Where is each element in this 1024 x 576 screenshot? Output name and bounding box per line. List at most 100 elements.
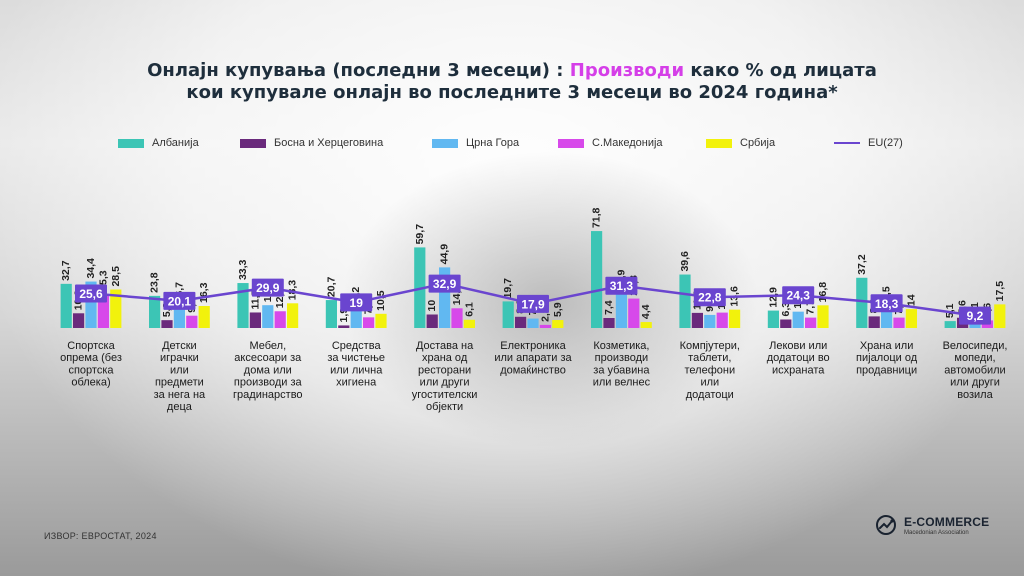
bar <box>615 293 627 328</box>
category-label: мопеди, <box>954 352 995 364</box>
category-label: или други <box>950 377 1000 389</box>
data-label: 71,8 <box>591 207 603 228</box>
bar <box>905 309 917 328</box>
legend-item-serbia: Србија <box>706 136 775 150</box>
bar <box>893 317 905 328</box>
category-label: производи <box>595 352 649 364</box>
category-label: производи за <box>234 377 303 389</box>
data-label: 14 <box>905 294 917 306</box>
bar <box>704 314 716 328</box>
source-note: ИЗВОР: ЕВРОСТАТ, 2024 <box>44 531 157 541</box>
category-label: Спортска <box>67 340 115 352</box>
category-label: аксесоари за <box>234 352 302 364</box>
category-label: домаќинство <box>500 364 566 376</box>
data-label: 28,5 <box>110 266 122 287</box>
category-label: пијалоци од <box>856 352 918 364</box>
legend-swatch <box>558 138 584 148</box>
title-line-2: кои купувале онлајн во последните 3 месе… <box>186 82 838 103</box>
bar <box>198 305 210 328</box>
data-label: 39,6 <box>679 251 691 272</box>
data-label: 6,3 <box>780 302 792 317</box>
eu-value-label: 24,3 <box>787 289 811 303</box>
bar <box>262 305 274 328</box>
logo-subtitle: Macedonian Association <box>904 529 969 536</box>
data-label: 59,7 <box>414 224 426 245</box>
bar <box>767 310 779 328</box>
data-label: 5,1 <box>944 303 956 318</box>
category-label: или велнес <box>593 377 651 389</box>
legend-item-bih: Босна и Херцеговина <box>240 136 383 150</box>
category-label: објекти <box>426 401 463 413</box>
bar <box>186 315 198 328</box>
bar <box>780 319 792 328</box>
title-part-1: Онлајн купувања (последни 3 месеци) : <box>147 60 570 81</box>
legend-swatch <box>706 138 732 148</box>
bar <box>375 313 387 328</box>
eu-value-box <box>517 294 549 313</box>
category-label: дома или <box>244 364 292 376</box>
category-label: исхраната <box>772 364 825 376</box>
bar <box>527 318 539 328</box>
bar <box>515 316 527 328</box>
bar <box>603 318 615 328</box>
bar <box>97 293 109 328</box>
data-label: 34,4 <box>85 258 97 279</box>
legend-line-swatch <box>834 142 860 144</box>
bar <box>856 277 868 328</box>
bar <box>237 283 249 328</box>
bar <box>363 317 375 328</box>
bar <box>691 312 703 328</box>
chart-title: Онлајн купувања (последни 3 месеци) : Пр… <box>0 60 1024 104</box>
bar <box>350 310 362 328</box>
category-label: спортска <box>68 364 114 376</box>
title-part-2: како % од лицата <box>684 60 877 81</box>
category-label: Компјутери, <box>680 340 740 352</box>
eu-value-label: 29,9 <box>256 281 280 295</box>
data-label: 33,3 <box>237 259 249 280</box>
category-label: автомобили <box>944 364 1005 376</box>
legend-label: Босна и Херцеговина <box>274 137 384 149</box>
bar <box>173 305 185 328</box>
data-label: 5,9 <box>552 302 564 317</box>
data-label: 6,1 <box>463 302 475 317</box>
bar <box>287 303 299 328</box>
category-label: Средства <box>332 340 382 352</box>
title-highlight: Производи <box>569 60 685 81</box>
data-label: 20,7 <box>325 276 337 297</box>
eu-value-label: 17,9 <box>521 297 545 311</box>
eu-value-label: 25,6 <box>79 287 103 301</box>
logo-name: E-COMMERCE <box>904 514 990 529</box>
eu-value-label: 20,1 <box>168 294 192 308</box>
legend-item-north-macedonia: С.Македонија <box>558 136 663 150</box>
bar <box>502 301 514 328</box>
data-label: 32,7 <box>60 260 72 281</box>
bar <box>73 313 85 328</box>
eu-value-label: 31,3 <box>610 279 634 293</box>
bar <box>640 322 652 328</box>
eu-value-box <box>75 284 107 303</box>
data-label: 12,9 <box>767 287 779 308</box>
category-label: храна од <box>422 352 468 364</box>
category-label: возила <box>957 389 993 401</box>
category-label: или апарати за <box>494 352 572 364</box>
eu-value-box <box>428 274 461 293</box>
bar <box>716 312 728 328</box>
data-label: 10,5 <box>375 290 387 311</box>
eu-value-label: 32,9 <box>433 277 457 291</box>
data-label: 23,8 <box>149 272 161 293</box>
category-label: Детски <box>162 340 197 352</box>
legend-swatch <box>118 138 144 148</box>
bar <box>60 283 72 328</box>
category-label: додатоци во <box>767 352 830 364</box>
category-label: угостителски <box>412 389 478 401</box>
category-label: додатоци <box>686 389 734 401</box>
bar <box>274 311 286 328</box>
eu-value-box <box>782 286 815 305</box>
category-label: телефони <box>685 364 736 376</box>
category-label: Лекови или <box>769 340 827 352</box>
bar <box>805 317 817 328</box>
bar <box>149 295 161 328</box>
bar <box>628 298 640 328</box>
data-label: 1,9 <box>338 308 350 323</box>
bar <box>439 267 451 328</box>
